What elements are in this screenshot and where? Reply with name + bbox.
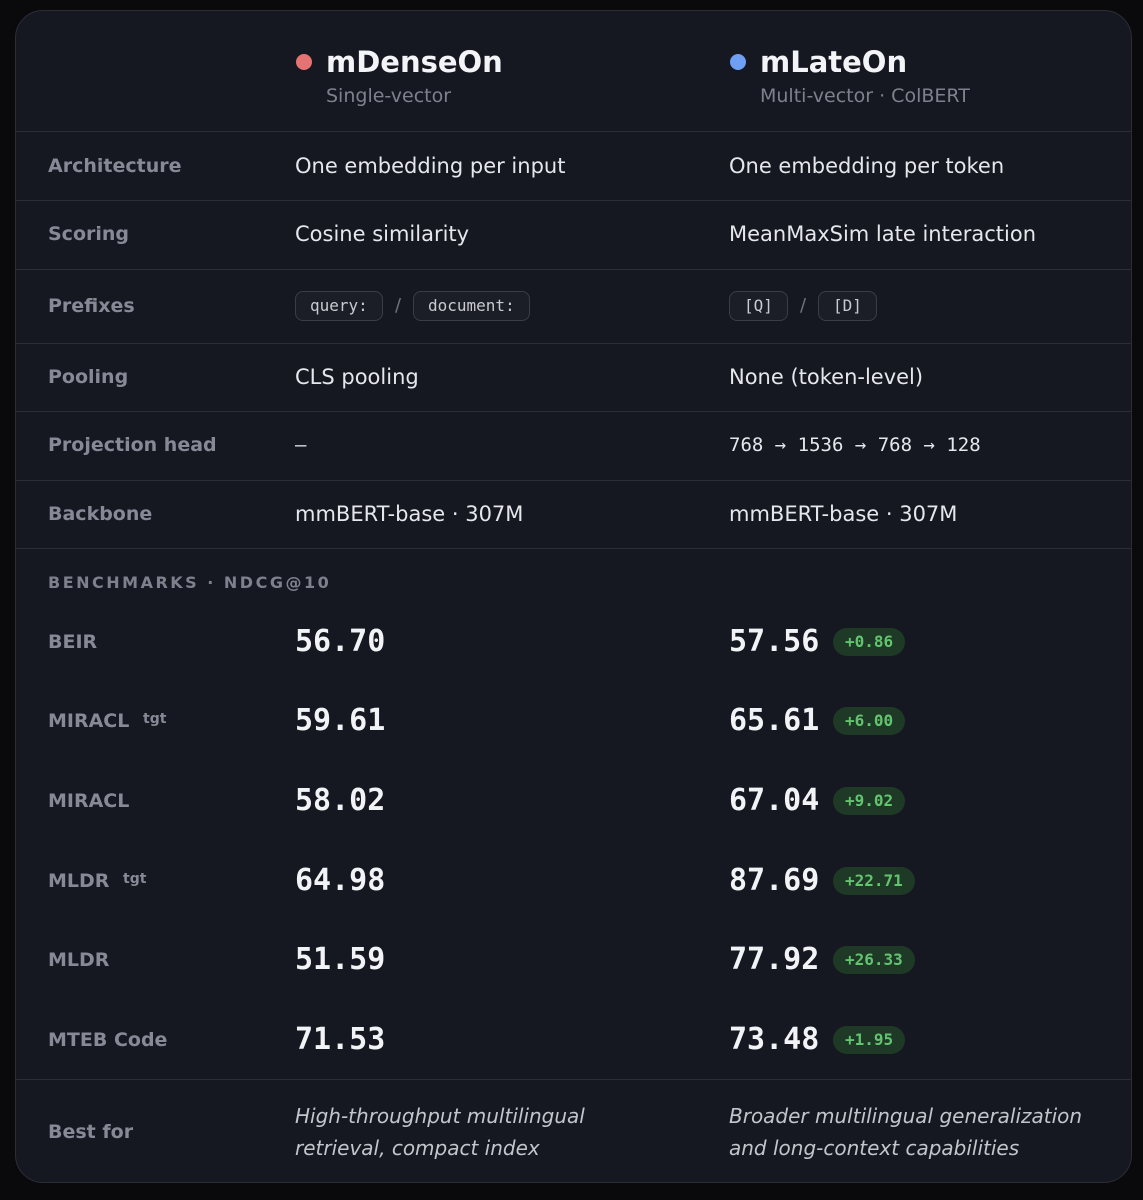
cell-value: One embedding per input <box>295 154 566 178</box>
delta-badge: +1.95 <box>833 1026 906 1054</box>
prefix-chip: [D] <box>818 291 877 321</box>
prefix-chip: query: <box>295 291 383 321</box>
divider <box>16 548 1131 549</box>
benchmark-label: BEIR <box>48 631 98 653</box>
column-subtitle: Multi-vector · ColBERT <box>760 85 970 107</box>
cell-value: Cosine similarity <box>295 222 470 246</box>
benchmark-label: MLDR <box>48 949 110 971</box>
row-label: Scoring <box>48 223 130 245</box>
benchmark-score: 87.69 <box>729 863 820 898</box>
delta-badge: +22.71 <box>833 867 915 895</box>
column-subtitle: Single-vector <box>326 85 452 107</box>
cell-value: mmBERT-base · 307M <box>295 502 524 526</box>
row-label: Best for <box>48 1121 134 1143</box>
benchmark-label: MTEB Code <box>48 1029 168 1051</box>
row-label: Backbone <box>48 503 153 525</box>
divider <box>16 1079 1131 1080</box>
benchmark-score: 64.98 <box>295 863 386 898</box>
benchmark-score: 71.53 <box>295 1022 386 1057</box>
comparison-card: mDenseOn Single-vector mLateOn Multi-vector… <box>15 10 1132 1183</box>
column-title: mLateOn <box>760 45 908 79</box>
delta-badge: +9.02 <box>833 787 906 815</box>
prefix-chip: document: <box>413 291 530 321</box>
dot <box>730 54 746 70</box>
cell-value: — <box>295 434 307 456</box>
divider <box>16 131 1131 132</box>
benchmark-score: 58.02 <box>295 783 386 818</box>
benchmark-score: 73.48 <box>729 1022 820 1057</box>
delta-badge: +6.00 <box>833 707 906 735</box>
row-label: Pooling <box>48 366 129 388</box>
benchmark-tag: tgt <box>143 711 167 727</box>
benchmark-score: 67.04 <box>729 783 820 818</box>
prefix-chip: [Q] <box>729 291 788 321</box>
benchmark-score: 59.61 <box>295 703 386 738</box>
column-title: mDenseOn <box>326 45 503 79</box>
dot <box>296 54 312 70</box>
separator: / <box>395 295 402 316</box>
cell-value: mmBERT-base · 307M <box>729 502 958 526</box>
best-for-text: retrieval, compact index <box>295 1136 540 1160</box>
divider <box>16 411 1131 412</box>
delta-badge: +0.86 <box>833 628 906 656</box>
best-for-text: and long-context capabilities <box>729 1136 1020 1160</box>
benchmark-label: MIRACL <box>48 710 130 732</box>
divider <box>16 200 1131 201</box>
cell-value: One embedding per token <box>729 154 1005 178</box>
benchmark-score: 56.70 <box>295 624 386 659</box>
benchmark-score: 77.92 <box>729 942 820 977</box>
best-for-text: High-throughput multilingual <box>295 1104 585 1128</box>
row-label: Prefixes <box>48 295 135 317</box>
benchmark-score: 57.56 <box>729 624 820 659</box>
cell-value: 768 → 1536 → 768 → 128 <box>729 434 981 456</box>
divider <box>16 343 1131 344</box>
benchmark-tag: tgt <box>123 871 147 887</box>
delta-badge: +26.33 <box>833 946 915 974</box>
divider <box>16 480 1131 481</box>
row-label: Projection head <box>48 434 217 456</box>
benchmark-score: 51.59 <box>295 942 386 977</box>
section-title: BENCHMARKS · NDCG@10 <box>48 573 332 592</box>
benchmark-label: MIRACL <box>48 790 130 812</box>
row-label: Architecture <box>48 155 182 177</box>
divider <box>16 269 1131 270</box>
cell-value: None (token-level) <box>729 365 924 389</box>
separator: / <box>800 295 807 316</box>
benchmark-label: MLDR <box>48 870 110 892</box>
cell-value: CLS pooling <box>295 365 419 389</box>
cell-value: MeanMaxSim late interaction <box>729 222 1037 246</box>
benchmark-score: 65.61 <box>729 703 820 738</box>
best-for-text: Broader multilingual generalization <box>729 1104 1083 1128</box>
